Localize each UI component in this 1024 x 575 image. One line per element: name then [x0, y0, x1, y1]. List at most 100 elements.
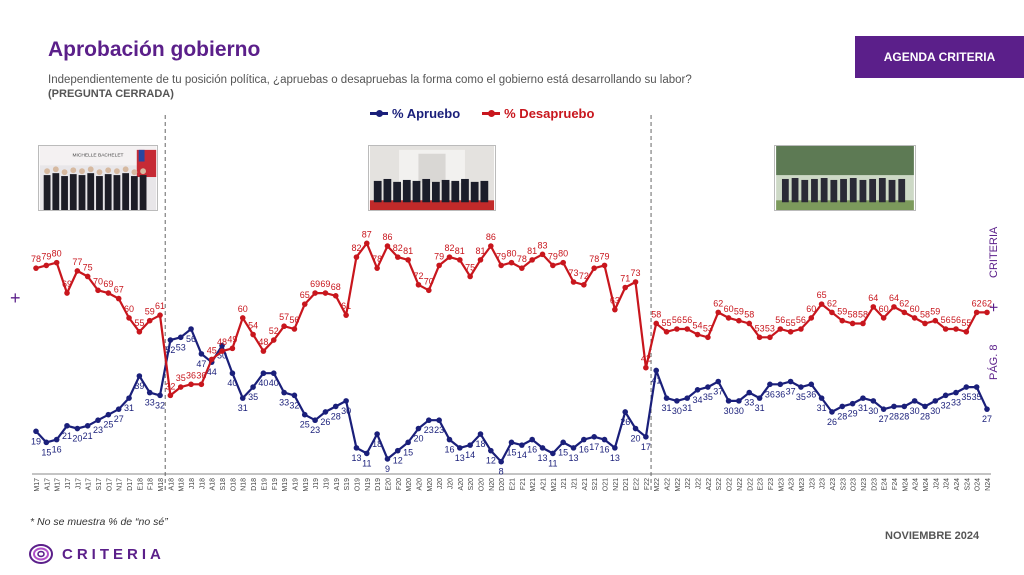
data-point — [694, 387, 701, 393]
data-point — [581, 281, 587, 288]
data-label: 37 — [786, 387, 796, 397]
data-point — [570, 445, 577, 451]
data-point — [177, 384, 184, 390]
data-label: 64 — [889, 293, 899, 303]
page-subtitle: Independientemente de tu posición políti… — [48, 74, 692, 86]
x-tick-label: F20 — [396, 478, 403, 490]
data-label: 28 — [331, 411, 341, 421]
data-point — [64, 290, 70, 296]
data-point — [198, 381, 205, 388]
data-point — [457, 257, 463, 263]
data-point — [736, 398, 742, 404]
data-label: 59 — [837, 307, 847, 317]
x-tick-label: O22 — [727, 478, 734, 491]
legend-disapprove: % Desapruebo — [482, 106, 594, 121]
data-point — [674, 326, 680, 332]
x-tick-label: F18 — [148, 478, 155, 490]
x-tick-label: N24 — [985, 478, 992, 491]
x-tick-label: E22 — [634, 478, 641, 491]
x-tick-label: N19 — [365, 478, 372, 491]
data-label: 32 — [155, 400, 165, 410]
data-point — [798, 326, 804, 332]
data-point — [901, 309, 908, 316]
data-point — [519, 442, 525, 448]
data-point — [891, 304, 897, 310]
data-point — [394, 254, 401, 260]
data-point — [581, 436, 587, 443]
x-tick-label: F21 — [520, 478, 527, 490]
x-tick-label: S19 — [344, 478, 351, 491]
data-label: 56 — [672, 315, 682, 325]
data-point — [829, 309, 835, 316]
data-point — [281, 389, 287, 396]
data-point — [591, 434, 597, 440]
data-point — [725, 398, 732, 404]
data-label: 73 — [631, 268, 641, 278]
footnote: * No se muestra % de “no sé” — [30, 516, 168, 528]
data-point — [198, 351, 205, 357]
x-tick-label: M22 — [675, 478, 682, 492]
x-tick-label: J23 — [820, 478, 827, 489]
x-tick-label: A21 — [541, 478, 548, 491]
data-point — [270, 370, 277, 377]
x-tick-label: O21 — [603, 478, 610, 491]
data-point — [736, 317, 742, 324]
data-label: 70 — [93, 276, 103, 286]
x-tick-label: A21 — [582, 478, 589, 491]
data-label: 44 — [207, 367, 217, 377]
pinera-cabinet-photo — [368, 145, 496, 211]
data-label: 28 — [837, 411, 847, 421]
data-point — [901, 403, 908, 410]
data-label: 33 — [951, 398, 961, 408]
x-tick-label: N23 — [861, 478, 868, 491]
data-label: 77 — [72, 257, 82, 267]
x-tick-label: J22 — [685, 478, 692, 489]
x-tick-label: F24 — [892, 478, 899, 490]
data-label: 54 — [693, 321, 703, 331]
data-label: 53 — [176, 342, 186, 352]
x-tick-label: M24 — [923, 478, 930, 492]
x-tick-label: N21 — [613, 478, 620, 491]
question-type-note: (PREGUNTA CERRADA) — [48, 88, 174, 100]
data-point — [136, 373, 143, 379]
x-tick-label: M20 — [427, 478, 434, 492]
x-tick-label: D19 — [375, 478, 382, 491]
x-tick-label: M23 — [799, 478, 806, 492]
data-label: 60 — [879, 304, 889, 314]
data-label: 67 — [114, 285, 124, 295]
data-label: 83 — [538, 240, 548, 250]
data-point — [208, 356, 215, 363]
data-label: 70 — [424, 276, 434, 286]
data-label: 12 — [393, 456, 403, 466]
data-point — [746, 320, 753, 327]
data-point — [126, 315, 132, 321]
data-point — [860, 395, 866, 401]
data-point — [663, 395, 670, 401]
x-tick-label: M18 — [179, 478, 186, 492]
data-label: 54 — [248, 321, 258, 331]
data-point — [415, 425, 422, 432]
data-label: 62 — [982, 298, 992, 308]
data-point — [643, 364, 649, 371]
data-label: 72 — [413, 271, 423, 281]
data-label: 36 — [775, 389, 785, 399]
data-label: 40 — [258, 378, 268, 388]
data-label: 30 — [341, 406, 351, 416]
data-point — [177, 334, 184, 341]
x-tick-label: A24 — [954, 478, 961, 491]
x-tick-label: A18 — [210, 478, 217, 491]
data-label: 12 — [486, 456, 496, 466]
data-point — [301, 301, 308, 307]
data-label: 13 — [351, 453, 361, 463]
x-tick-label: D21 — [623, 478, 630, 491]
data-point — [880, 315, 887, 321]
data-point — [973, 309, 980, 316]
legend-approve: % Apruebo — [370, 106, 460, 121]
data-label: 35 — [796, 392, 806, 402]
data-point — [115, 406, 122, 412]
data-point — [963, 328, 970, 335]
data-point — [405, 257, 411, 263]
data-point — [229, 370, 236, 377]
data-label: 40 — [227, 378, 237, 388]
x-tick-label: S24 — [964, 478, 971, 491]
